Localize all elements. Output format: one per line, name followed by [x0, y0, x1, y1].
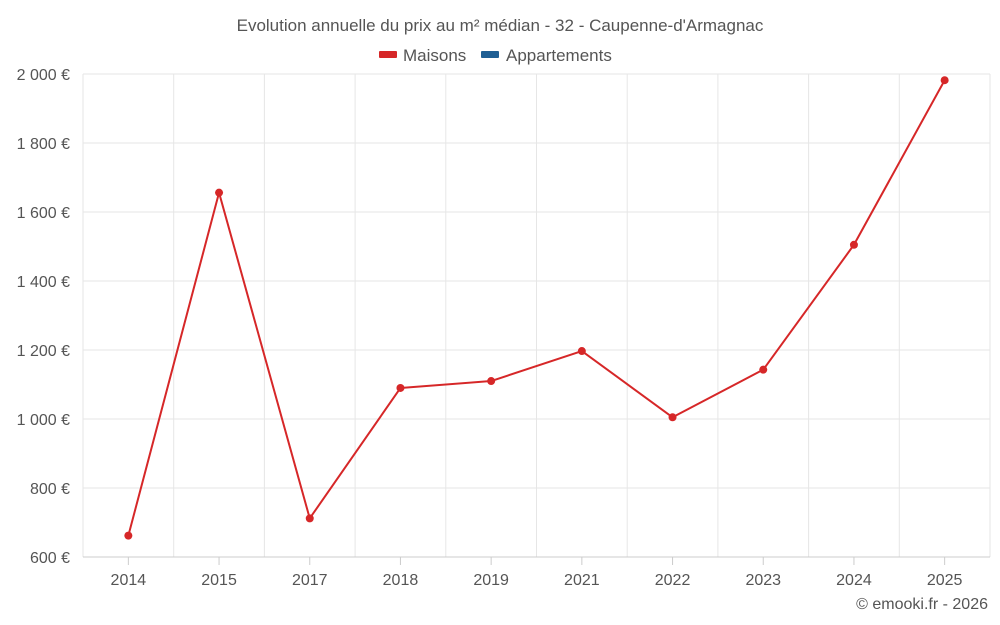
y-tick-label: 1 400 €	[17, 274, 70, 291]
grid	[82, 73, 991, 558]
y-axis: 600 € 800 € 1 000 € 1 200 € 1 400 € 1 600 € 1 …	[17, 67, 70, 567]
y-tick-label: 1 600 €	[17, 205, 70, 222]
x-axis: 2014 2015 2017 2018 2019 2021 2022 2023 2024 2025	[83, 556, 990, 589]
data-point[interactable]	[215, 188, 224, 197]
legend-item-appartements[interactable]: Appartements	[481, 46, 612, 65]
data-point[interactable]	[759, 365, 768, 374]
legend-label-maisons: Maisons	[403, 46, 466, 65]
y-tick-label: 1 200 €	[17, 343, 70, 360]
x-tick-label: 2023	[745, 572, 781, 589]
y-tick-label: 2 000 €	[17, 67, 70, 84]
data-point[interactable]	[577, 347, 586, 356]
data-point[interactable]	[487, 377, 496, 386]
y-tick-label: 600 €	[30, 550, 70, 567]
legend-swatch-appartements	[481, 51, 499, 58]
legend-label-appartements: Appartements	[506, 46, 612, 65]
legend-swatch-maisons	[379, 51, 397, 58]
data-point[interactable]	[396, 383, 405, 392]
series-maisons	[124, 76, 949, 540]
data-point[interactable]	[849, 240, 858, 249]
x-tick-label: 2014	[111, 572, 147, 589]
y-tick-label: 1 000 €	[17, 412, 70, 429]
legend: Maisons Appartements	[379, 46, 612, 65]
x-tick-label: 2021	[564, 572, 600, 589]
chart-title: Evolution annuelle du prix au m² médian …	[237, 16, 764, 35]
y-tick-label: 1 800 €	[17, 136, 70, 153]
x-tick-label: 2019	[473, 572, 509, 589]
y-tick-label: 800 €	[30, 481, 70, 498]
x-tick-label: 2022	[655, 572, 691, 589]
x-tick-label: 2015	[201, 572, 237, 589]
data-point[interactable]	[124, 531, 133, 540]
legend-item-maisons[interactable]: Maisons	[379, 46, 466, 65]
x-tick-label: 2018	[383, 572, 419, 589]
series-line-maisons	[127, 79, 946, 536]
data-point[interactable]	[940, 76, 949, 85]
x-tick-label: 2017	[292, 572, 328, 589]
credit-text[interactable]: © emooki.fr - 2026	[856, 596, 988, 613]
data-point[interactable]	[668, 413, 677, 422]
x-tick-label: 2025	[927, 572, 963, 589]
data-point[interactable]	[305, 514, 314, 523]
x-tick-label: 2024	[836, 572, 872, 589]
